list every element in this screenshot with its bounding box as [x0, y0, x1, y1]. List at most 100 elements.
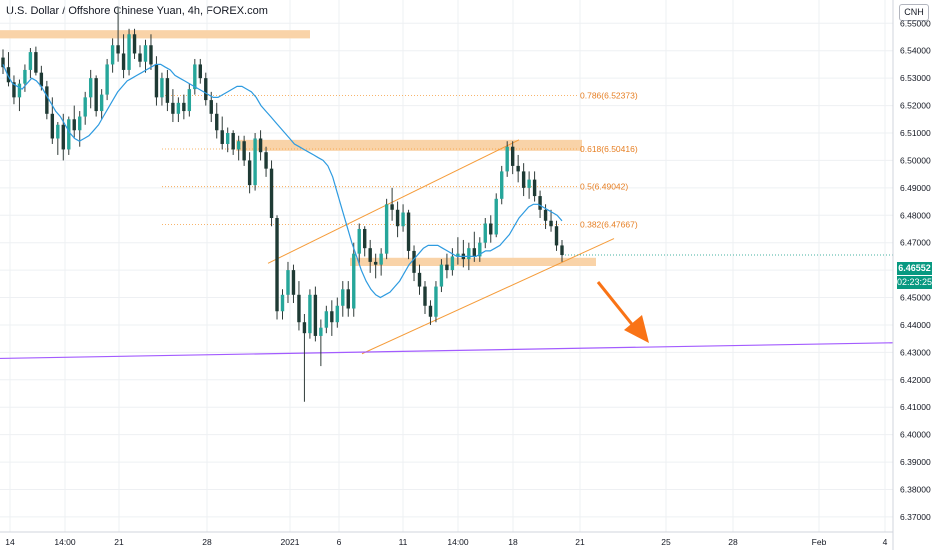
candle-body — [428, 305, 433, 317]
candle-body — [23, 69, 27, 84]
candle-body — [28, 52, 33, 70]
candle-body — [154, 64, 159, 98]
candle-body — [439, 264, 444, 287]
trend-lines — [0, 139, 894, 360]
candle-body — [357, 228, 361, 254]
x-tick-label: 18 — [508, 537, 518, 547]
candle-body — [132, 34, 137, 54]
candle-body — [12, 82, 16, 98]
x-tick-label: 21 — [575, 537, 585, 547]
candle-body — [406, 212, 411, 251]
candle-body — [494, 198, 498, 235]
x-tick-label: 28 — [728, 537, 738, 547]
candle-body — [88, 78, 93, 98]
channel-lower-line — [361, 238, 615, 355]
candle-body — [83, 97, 87, 117]
candle-body — [313, 294, 318, 336]
candle-body — [236, 141, 241, 150]
candle-body — [253, 138, 257, 186]
x-tick-label: 28 — [202, 537, 212, 547]
candle-body — [538, 196, 542, 210]
y-tick-label: 6.48000 — [900, 210, 931, 220]
candle-body — [510, 146, 515, 166]
candle-body — [193, 64, 197, 90]
candle-body — [165, 78, 170, 103]
candle-body — [302, 322, 307, 334]
candle-body — [352, 253, 356, 309]
y-tick-label: 6.37000 — [900, 512, 931, 522]
candle-body — [78, 116, 82, 131]
candle-body — [472, 248, 477, 257]
x-tick-label: 25 — [661, 537, 671, 547]
candle-body — [478, 242, 482, 257]
long-trendline — [0, 342, 894, 360]
y-tick-label: 6.51000 — [900, 128, 931, 138]
candle-body — [127, 34, 131, 70]
candle-body — [280, 294, 285, 312]
x-tick-label: Feb — [812, 537, 827, 547]
x-tick-label: 6 — [337, 537, 342, 547]
price-axis: 6.55000 6.54000 6.53000 6.52000 6.51000 6.500… — [900, 18, 931, 522]
time-axis: 14 14:00 21 28 2021 6 11 14:00 18 21 25 28 Feb 4 — [5, 537, 887, 547]
candle-body — [324, 311, 329, 328]
candle-body — [99, 94, 104, 112]
candle-body — [532, 179, 537, 197]
candle-body — [198, 64, 202, 79]
candle-body — [50, 113, 55, 139]
candle-body — [225, 133, 230, 144]
candle-body — [110, 45, 115, 65]
forecast-arrow — [596, 281, 649, 343]
candle-body — [456, 253, 460, 257]
candle-body — [500, 171, 504, 199]
x-tick-label: 21 — [114, 537, 124, 547]
candle-body — [423, 286, 427, 306]
chart-title: U.S. Dollar / Offshore Chinese Yuan, 4h,… — [6, 5, 268, 17]
candle-body — [390, 204, 394, 210]
candle-body — [560, 245, 564, 256]
x-tick-label: 14 — [5, 537, 15, 547]
candle-body — [17, 83, 22, 98]
candle-body — [269, 168, 274, 219]
y-tick-label: 6.50000 — [900, 155, 931, 165]
fib-label: 0.618(6.50416) — [580, 144, 638, 154]
y-tick-label: 6.40000 — [900, 430, 931, 440]
y-tick-label: 6.39000 — [900, 457, 931, 467]
candle-body — [242, 141, 246, 161]
channel-upper-line — [267, 139, 520, 264]
candle-body — [527, 179, 531, 188]
candle-body — [489, 223, 493, 235]
candle-body — [330, 311, 334, 323]
candle-body — [319, 327, 323, 336]
arrow-head — [624, 315, 649, 343]
x-tick-label: 11 — [399, 537, 408, 547]
currency-badge[interactable]: CNH — [899, 4, 929, 21]
candle-body — [220, 130, 224, 144]
y-tick-label: 6.53000 — [900, 73, 931, 83]
candle-body — [39, 72, 44, 87]
candle-body — [395, 209, 400, 227]
y-tick-label: 6.45000 — [900, 293, 931, 303]
candle-body — [417, 272, 422, 287]
moving-average-line — [2, 63, 563, 299]
y-tick-label: 6.55000 — [900, 18, 931, 28]
candle-body — [467, 248, 471, 260]
zone-resistance-top — [0, 30, 310, 39]
x-tick-label: 14:00 — [447, 537, 469, 547]
candle-body — [143, 45, 148, 62]
y-tick-label: 6.42000 — [900, 375, 931, 385]
candle-body — [412, 250, 416, 273]
candle-body — [368, 248, 372, 262]
y-tick-label: 6.41000 — [900, 402, 931, 412]
candle-body — [61, 124, 65, 150]
candle-body — [121, 53, 126, 70]
candle-body — [297, 294, 301, 323]
y-tick-label: 6.38000 — [900, 484, 931, 494]
y-tick-label: 6.44000 — [900, 320, 931, 330]
candle-body — [215, 113, 219, 131]
candle-body — [379, 253, 383, 265]
candle-body — [187, 89, 192, 112]
candle-body — [94, 78, 98, 112]
zones — [0, 30, 596, 266]
candle-body — [56, 124, 60, 139]
